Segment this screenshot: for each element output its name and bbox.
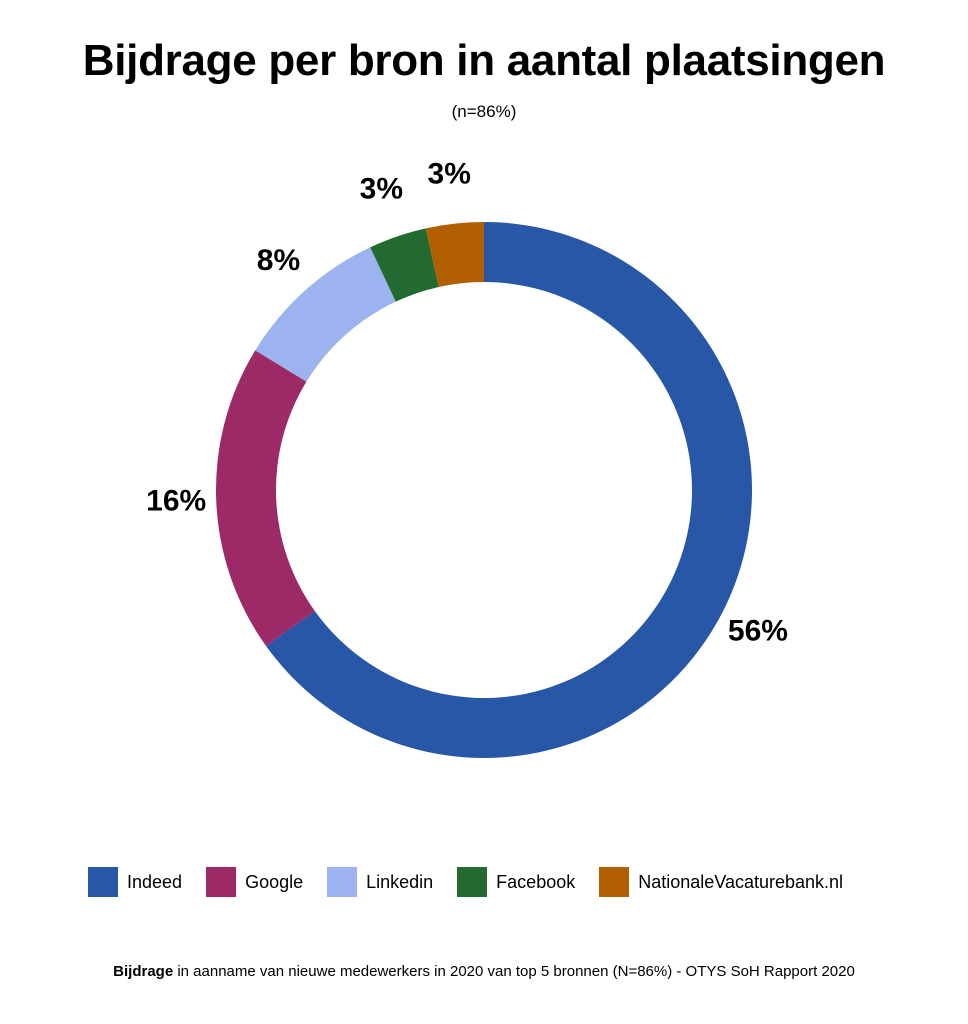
legend-item-nationalevacaturebank: NationaleVacaturebank.nl	[599, 867, 843, 897]
legend-swatch-indeed	[88, 867, 118, 897]
legend-label-linkedin: Linkedin	[366, 871, 434, 892]
legend-swatch-linkedin	[327, 867, 358, 897]
legend-item-facebook: Facebook	[457, 867, 575, 897]
legend-label-facebook: Facebook	[496, 871, 576, 892]
legend-item-google: Google	[206, 867, 303, 897]
legend-swatch-facebook	[457, 867, 488, 897]
legend-swatch-nationalevacaturebank	[599, 867, 630, 897]
chart-title: Bijdrage per bron in aantal plaatsingen	[82, 36, 886, 85]
legend-swatch-google	[206, 867, 237, 897]
slice-nationalevacaturebank-nl	[425, 222, 484, 287]
slice-linkedin	[255, 247, 396, 382]
legend-label-indeed: Indeed	[127, 871, 183, 892]
chart-legend: Indeed Google Linkedin Facebook National…	[88, 866, 843, 898]
data-label-nationalevacaturebank-nl: 3%	[428, 157, 471, 190]
legend-item-indeed: Indeed	[88, 867, 182, 897]
chart-footnote: Bijdrage in aanname van nieuwe medewerke…	[0, 963, 968, 980]
data-label-facebook: 3%	[360, 173, 403, 206]
legend-label-google: Google	[245, 871, 304, 892]
footnote-bold: Bijdrage	[113, 963, 174, 980]
legend-label-nationalevacaturebank: NationaleVacaturebank.nl	[638, 871, 844, 892]
data-label-google: 16%	[146, 485, 206, 518]
data-label-linkedin: 8%	[257, 244, 300, 277]
legend-item-linkedin: Linkedin	[327, 867, 433, 897]
donut-chart: 56% 16% 8% 3% 3%	[146, 157, 788, 759]
footnote-text: in aanname van nieuwe medewerkers in 202…	[173, 963, 855, 980]
slice-google	[216, 350, 315, 646]
data-label-indeed: 56%	[728, 614, 788, 647]
chart-subtitle: (n=86%)	[451, 102, 517, 121]
slice-facebook	[370, 228, 439, 302]
